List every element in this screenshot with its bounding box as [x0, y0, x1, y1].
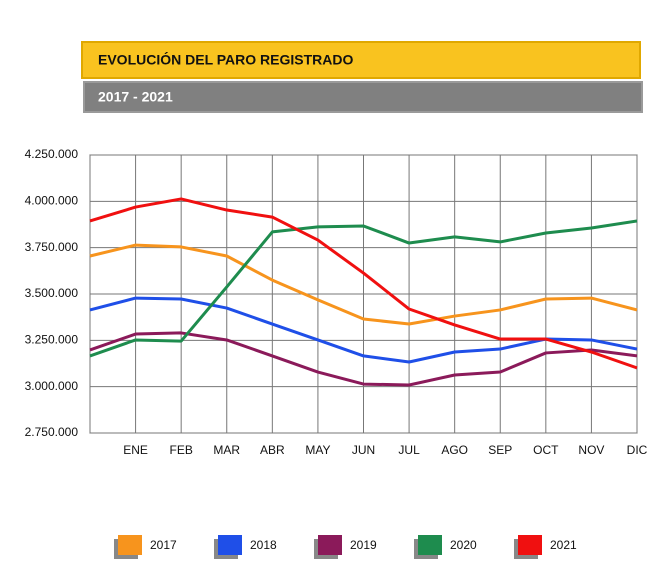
legend-label: 2021 [550, 538, 577, 552]
y-tick-label: 3.500.000 [25, 286, 79, 300]
x-tick-label: MAR [213, 443, 240, 457]
y-tick-label: 4.000.000 [25, 194, 79, 208]
series-line [89, 197, 638, 370]
legend-label: 2018 [250, 538, 277, 552]
x-tick-label: SEP [488, 443, 512, 457]
y-tick-label: 3.250.000 [25, 333, 79, 347]
x-tick-label: JUL [398, 443, 420, 457]
x-tick-label: ENE [123, 443, 148, 457]
subtitle-bar [83, 81, 643, 113]
x-tick-label: AGO [441, 443, 468, 457]
series-line [89, 219, 638, 358]
x-tick-label: OCT [533, 443, 559, 457]
series-line [89, 243, 638, 326]
x-tick-label: JUN [352, 443, 375, 457]
title-bar [81, 41, 641, 79]
x-tick-label: NOV [578, 443, 604, 457]
series-line [89, 331, 638, 387]
y-tick-label: 2.750.000 [25, 425, 79, 439]
chart-subtitle: 2017 - 2021 [98, 89, 173, 105]
y-tick-label: 4.250.000 [25, 147, 79, 161]
legend-label: 2017 [150, 538, 177, 552]
legend-label: 2019 [350, 538, 377, 552]
legend-swatch [418, 535, 442, 555]
legend-label: 2020 [450, 538, 477, 552]
x-tick-label: DIC [627, 443, 648, 457]
x-tick-label: FEB [169, 443, 192, 457]
legend-swatch [318, 535, 342, 555]
legend-swatch [118, 535, 142, 555]
y-tick-label: 3.750.000 [25, 240, 79, 254]
y-tick-label: 3.000.000 [25, 379, 79, 393]
legend-swatch [518, 535, 542, 555]
chart-title: EVOLUCIÓN DEL PARO REGISTRADO [98, 51, 354, 68]
x-tick-label: MAY [305, 443, 330, 457]
legend-swatch [218, 535, 242, 555]
x-tick-label: ABR [260, 443, 285, 457]
